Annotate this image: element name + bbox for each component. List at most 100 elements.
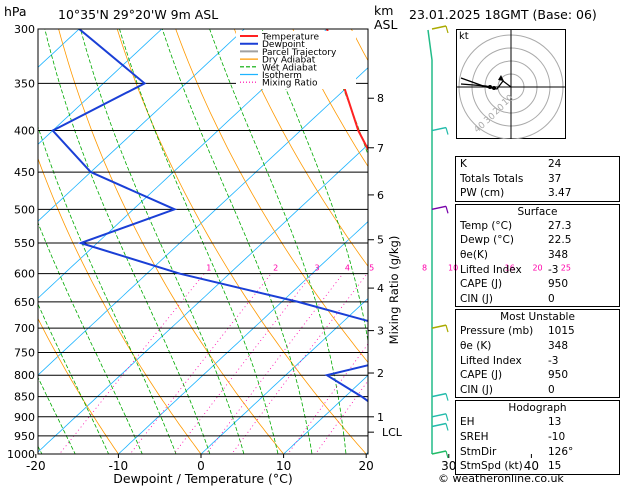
index-label: CAPE (J) xyxy=(460,369,503,382)
index-label: EH xyxy=(460,416,475,429)
index-label: PW (cm) xyxy=(460,187,505,200)
temperature-tick-label: 20 xyxy=(359,459,374,473)
legend-label: Wet Adiabat xyxy=(262,63,317,73)
index-label: Lifted Index xyxy=(460,354,522,367)
hodograph: kt 10 20 30 40 xyxy=(456,29,566,140)
temperature-tick-label: -20 xyxy=(26,459,46,473)
parcel-trajectory-line xyxy=(410,29,449,454)
index-label: CIN (J) xyxy=(460,292,493,305)
pressure-tick-label: 750 xyxy=(14,346,35,359)
index-value: 348 xyxy=(548,339,569,352)
index-row: StmDir 126° xyxy=(456,445,619,460)
temperature-tick-label: 10 xyxy=(276,459,291,473)
dewpoint-line xyxy=(51,29,368,403)
index-value: 27.3 xyxy=(548,219,572,232)
mixing-ratio-tick-label: 1 xyxy=(206,264,211,273)
wind-barb-feather xyxy=(445,423,449,431)
mixing-ratio-line xyxy=(173,273,313,454)
index-row: CIN (J) 0 xyxy=(456,292,619,307)
indices-panel: K 24 Totals Totals 37 PW (cm) 3.47 Surface Te… xyxy=(455,156,620,477)
index-label: Pressure (mb) xyxy=(460,325,534,338)
pressure-tick-label: 450 xyxy=(14,166,35,179)
isotherm-line xyxy=(38,29,163,145)
index-value: 22.5 xyxy=(548,234,572,247)
hodograph-plot: kt 10 20 30 40 xyxy=(456,29,566,140)
wind-barb xyxy=(431,205,447,211)
surface-indices-box: Surface Temp (°C) 27.3 Dewp (°C) 22.5 θe(K) 3… xyxy=(455,203,620,308)
pressure-tick-label: 700 xyxy=(14,322,35,335)
mixing-ratio-tick-label: 2 xyxy=(273,264,278,273)
km-tick-label: 6 xyxy=(377,189,384,202)
wet-adiabat-line xyxy=(38,125,177,454)
most-unstable-title: Most Unstable xyxy=(500,311,575,324)
dry-adiabat-line xyxy=(233,29,368,267)
index-value: 13 xyxy=(548,416,562,429)
km-tick-label: 5 xyxy=(377,234,384,247)
index-value: -3 xyxy=(548,263,559,276)
lcl-label: LCL xyxy=(382,426,403,439)
mixing-ratio-tick-label: 5 xyxy=(369,264,374,273)
pressure-tick-label: 950 xyxy=(14,430,35,443)
wind-barb xyxy=(431,25,447,30)
mixing-ratio-tick-label: 4 xyxy=(345,264,350,273)
index-value: 24 xyxy=(548,158,562,170)
wind-barb xyxy=(431,422,447,428)
wind-barb xyxy=(431,324,447,329)
km-tick-label: 2 xyxy=(377,367,384,380)
pressure-tick-label: 300 xyxy=(14,23,35,36)
index-row: Pressure (mb) 1015 xyxy=(456,324,619,339)
dry-adiabat-line xyxy=(292,29,368,168)
pressure-tick-label: 1000 xyxy=(7,448,35,461)
temperature-tick-label: 40 xyxy=(524,459,539,473)
pressure-tick-label: 800 xyxy=(14,369,35,382)
mixing-ratio-line xyxy=(287,343,368,454)
isotherm-line xyxy=(38,29,245,222)
index-label: Dewp (°C) xyxy=(460,234,514,247)
wind-barb-feather xyxy=(445,206,449,214)
legend-label: Parcel Trajectory xyxy=(262,48,337,58)
index-row: CIN (J) 0 xyxy=(456,383,619,398)
index-label: θe(K) xyxy=(460,248,488,261)
index-value: 950 xyxy=(548,369,569,382)
index-value: -3 xyxy=(548,354,559,367)
isotherm-line xyxy=(283,374,368,454)
index-label: StmDir xyxy=(460,445,497,458)
plot-area xyxy=(38,29,449,454)
pressure-tick-label: 900 xyxy=(14,411,35,424)
most-unstable-box: Most Unstable Pressure (mb) 1015 θe (K) 348… xyxy=(455,309,620,399)
index-value: 950 xyxy=(548,278,569,291)
index-row: PW (cm) 3.47 xyxy=(456,186,619,201)
asl-unit-label: ASL xyxy=(374,17,398,32)
index-row: θe(K) 348 xyxy=(456,248,619,263)
pressure-tick-label: 350 xyxy=(14,77,35,90)
index-value: 1015 xyxy=(548,325,575,338)
index-label: StmSpd (kt) xyxy=(460,460,523,473)
mixing-ratio-tick-label: 25 xyxy=(561,264,571,273)
index-row: Dewp (°C) 22.5 xyxy=(456,233,619,248)
km-tick-label: 8 xyxy=(377,92,384,105)
mixing-ratio-line xyxy=(231,273,368,454)
legend-label: Dry Adiabat xyxy=(262,56,316,66)
index-row: Temp (°C) 27.3 xyxy=(456,219,619,234)
km-tick-label: 4 xyxy=(377,282,384,295)
hodo-kt-label: kt xyxy=(459,31,469,42)
wind-barb-feather xyxy=(445,25,449,34)
index-row: K 24 xyxy=(456,157,619,172)
mixing-ratio-tick-label: 3 xyxy=(314,264,319,273)
copyright-footer: © weatheronline.co.uk xyxy=(438,472,564,485)
mixing-ratio-tick-label: 16 xyxy=(505,264,515,273)
index-label: CIN (J) xyxy=(460,383,493,396)
index-value: 15 xyxy=(548,460,562,473)
index-value: -10 xyxy=(548,430,566,443)
index-label: Temp (°C) xyxy=(460,219,513,232)
wind-barb-feather xyxy=(445,450,449,459)
index-row: θe (K) 348 xyxy=(456,339,619,354)
temperature-line xyxy=(326,29,368,152)
surface-title: Surface xyxy=(517,205,558,218)
index-row: CAPE (J) 950 xyxy=(456,277,619,292)
index-value: 3.47 xyxy=(548,187,572,200)
mixing-ratio-tick-label: 10 xyxy=(448,264,458,273)
index-row: CAPE (J) 950 xyxy=(456,368,619,383)
